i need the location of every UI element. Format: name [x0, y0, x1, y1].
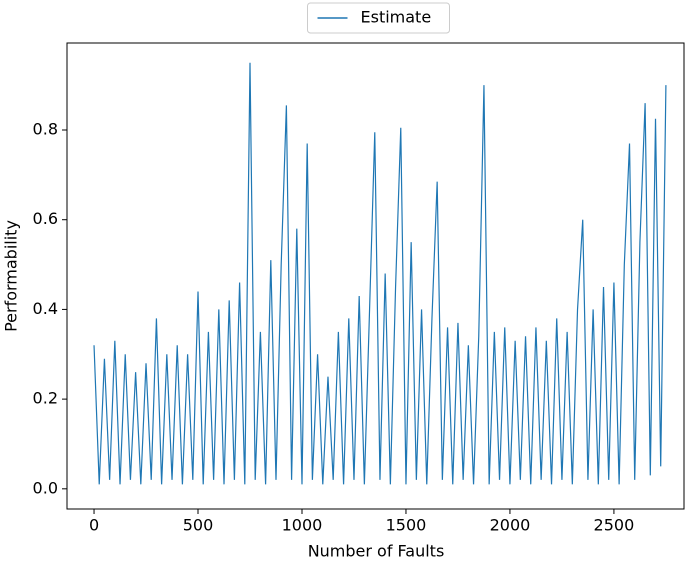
y-tick-label: 0.6 [33, 209, 58, 228]
legend-label: Estimate [361, 8, 432, 27]
x-tick-label: 500 [183, 516, 214, 535]
x-tick-label: 0 [89, 516, 99, 535]
y-tick-label: 0.0 [33, 478, 58, 497]
y-tick-label: 0.4 [33, 299, 58, 318]
x-tick-label: 2000 [490, 516, 531, 535]
y-tick-label: 0.2 [33, 389, 58, 408]
x-tick-label: 2500 [594, 516, 635, 535]
legend-box [307, 2, 450, 34]
y-axis-label: Performability [2, 220, 21, 332]
plot-frame [66, 42, 685, 510]
x-axis-label: Number of Faults [308, 542, 445, 561]
line-series [93, 62, 667, 485]
y-tick-label: 0.8 [33, 120, 58, 139]
x-tick-label: 1000 [282, 516, 323, 535]
x-tick-label: 1500 [386, 516, 427, 535]
